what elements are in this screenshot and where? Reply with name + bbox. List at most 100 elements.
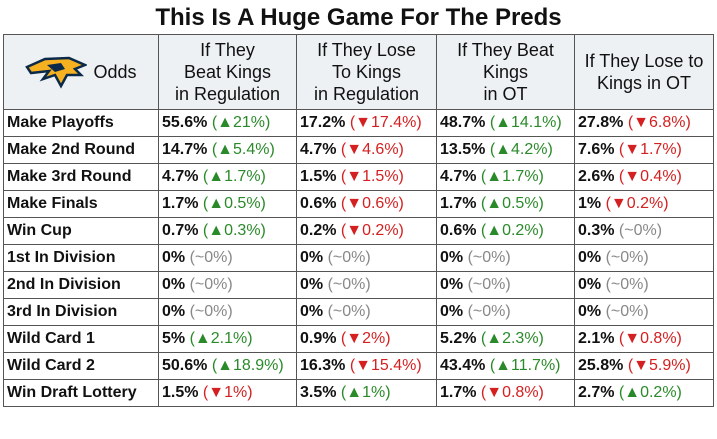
odds-cell: 25.8% (▼5.9%) — [574, 352, 714, 380]
odds-value: 17.2% — [300, 114, 346, 131]
odds-cell: 3.5% (▲1%) — [296, 379, 437, 407]
odds-value: 0% — [578, 276, 602, 293]
odds-cell: 0.9% (▼2%) — [296, 325, 437, 353]
odds-change: (~0%) — [189, 276, 233, 293]
table-row: 1st In Division 0% (~0%) 0% (~0%) 0% (~0%) 0… — [3, 244, 714, 272]
odds-change: (▼5.9%) — [627, 357, 691, 374]
odds-cell: 27.8% (▼6.8%) — [574, 109, 714, 137]
odds-change: (▼0.8%) — [480, 384, 544, 401]
odds-cell: 2.7% (▲0.2%) — [574, 379, 714, 407]
table-row: Wild Card 1 5% (▲2.1%) 0.9% (▼2%) 5.2% (▲2.… — [3, 325, 714, 353]
odds-change: (▼1%) — [202, 384, 253, 401]
odds-value: 1% — [578, 195, 602, 212]
odds-change: (▼0.4%) — [618, 168, 682, 185]
team-logo — [25, 56, 88, 89]
odds-value: 0.7% — [162, 222, 199, 239]
odds-change: (▲1%) — [340, 384, 391, 401]
odds-cell: 48.7% (▲14.1%) — [436, 109, 575, 137]
odds-change: (▲1.7%) — [480, 168, 544, 185]
odds-cell: 4.7% (▲1.7%) — [436, 163, 575, 191]
odds-value: 2.6% — [578, 168, 615, 185]
odds-change: (▲2.3%) — [480, 330, 544, 347]
odds-value: 0% — [578, 303, 602, 320]
odds-change: (~0%) — [467, 249, 511, 266]
odds-value: 0% — [578, 249, 602, 266]
odds-cell: 1.7% (▼0.8%) — [436, 379, 575, 407]
odds-cell: 0% (~0%) — [436, 244, 575, 272]
odds-change: (~0%) — [189, 249, 233, 266]
odds-value: 2.1% — [578, 330, 615, 347]
odds-change: (▲0.2%) — [480, 222, 544, 239]
odds-cell: 1.5% (▼1%) — [158, 379, 297, 407]
odds-change: (▲0.5%) — [202, 195, 266, 212]
row-label: Wild Card 2 — [3, 352, 159, 380]
odds-cell: 55.6% (▲21%) — [158, 109, 297, 137]
odds-cell: 0% (~0%) — [574, 298, 714, 326]
odds-value: 1.5% — [162, 384, 199, 401]
odds-cell: 13.5% (▲4.2%) — [436, 136, 575, 164]
odds-change: (▲21%) — [211, 114, 271, 131]
odds-cell: 14.7% (▲5.4%) — [158, 136, 297, 164]
odds-value: 55.6% — [162, 114, 208, 131]
odds-cell: 0% (~0%) — [296, 244, 437, 272]
odds-change: (▼6.8%) — [627, 114, 691, 131]
odds-value: 1.5% — [300, 168, 337, 185]
odds-change: (~0%) — [605, 303, 649, 320]
row-label: 2nd In Division — [3, 271, 159, 299]
odds-value: 16.3% — [300, 357, 346, 374]
odds-cell: 43.4% (▲11.7%) — [436, 352, 575, 380]
row-label: Make Playoffs — [3, 109, 159, 137]
odds-change: (~0%) — [618, 222, 663, 239]
odds-cell: 1.7% (▲0.5%) — [436, 190, 575, 218]
odds-cell: 0.6% (▲0.2%) — [436, 217, 575, 245]
odds-value: 25.8% — [578, 357, 624, 374]
odds-value: 0.6% — [300, 195, 337, 212]
odds-change: (~0%) — [467, 303, 511, 320]
row-label: Win Draft Lottery — [3, 379, 159, 407]
odds-change: (~0%) — [605, 249, 649, 266]
odds-cell: 1.5% (▼1.5%) — [296, 163, 437, 191]
odds-change: (▲1.7%) — [202, 168, 266, 185]
odds-change: (▲14.1%) — [489, 114, 562, 131]
title: This Is A Huge Game For The Preds — [155, 4, 562, 31]
table-row: Make Finals 1.7% (▲0.5%) 0.6% (▼0.6%) 1.7% … — [3, 190, 714, 218]
odds-value: 5.2% — [440, 330, 477, 347]
odds-value: 7.6% — [578, 141, 615, 158]
odds-cell: 2.1% (▼0.8%) — [574, 325, 714, 353]
odds-value: 0% — [300, 249, 324, 266]
column-header: If They Beat Kings in OT — [436, 34, 575, 110]
odds-change: (▼4.6%) — [340, 141, 404, 158]
odds-change: (▲0.3%) — [202, 222, 266, 239]
table-row: Make 2nd Round 14.7% (▲5.4%) 4.7% (▼4.6%) 1… — [3, 136, 714, 164]
odds-cell: 1% (▼0.2%) — [574, 190, 714, 218]
odds-value: 4.7% — [162, 168, 199, 185]
odds-value: 1.7% — [440, 384, 477, 401]
odds-cell: 0% (~0%) — [158, 298, 297, 326]
odds-value: 0% — [162, 303, 186, 320]
odds-value: 50.6% — [162, 357, 208, 374]
odds-cell: 4.7% (▲1.7%) — [158, 163, 297, 191]
odds-change: (▼17.4%) — [349, 114, 422, 131]
odds-table: Odds If They Beat Kings in Regulation If … — [3, 34, 714, 407]
row-label: Wild Card 1 — [3, 325, 159, 353]
odds-cell: 4.7% (▼4.6%) — [296, 136, 437, 164]
column-header: If They Lose To Kings in Regulation — [296, 34, 437, 110]
table-row: Win Cup 0.7% (▲0.3%) 0.2% (▼0.2%) 0.6% (▲0.… — [3, 217, 714, 245]
odds-change: (▼1.5%) — [340, 168, 404, 185]
odds-value: 0% — [440, 303, 464, 320]
odds-cell: 0.2% (▼0.2%) — [296, 217, 437, 245]
odds-cell: 7.6% (▼1.7%) — [574, 136, 714, 164]
odds-value: 0.3% — [578, 222, 615, 239]
odds-value: 0.9% — [300, 330, 337, 347]
column-header: If They Lose to Kings in OT — [574, 34, 714, 110]
odds-change: (~0%) — [327, 303, 371, 320]
odds-change: (▲2.1%) — [189, 330, 253, 347]
table-row: 2nd In Division 0% (~0%) 0% (~0%) 0% (~0%) 0… — [3, 271, 714, 299]
table-row: Make Playoffs 55.6% (▲21%) 17.2% (▼17.4%) 4… — [3, 109, 714, 137]
odds-change: (▲5.4%) — [211, 141, 275, 158]
odds-cell: 16.3% (▼15.4%) — [296, 352, 437, 380]
odds-change: (~0%) — [327, 249, 371, 266]
odds-cell: 0% (~0%) — [158, 271, 297, 299]
odds-value: 4.7% — [440, 168, 477, 185]
